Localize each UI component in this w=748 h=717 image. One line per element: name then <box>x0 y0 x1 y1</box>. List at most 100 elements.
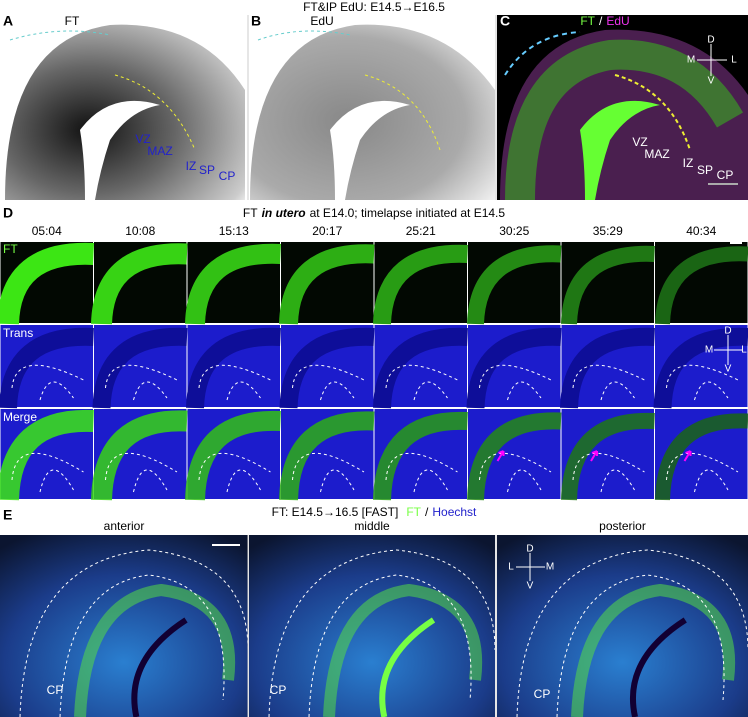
dashed-inner <box>413 381 448 401</box>
time-label: 30:25 <box>499 224 529 238</box>
title-part: FT <box>580 14 595 28</box>
section-label: middle <box>354 519 390 533</box>
dashed-outline <box>479 452 552 481</box>
dashed-inner <box>694 469 729 493</box>
cortex-inner <box>59 574 225 717</box>
time-label: 20:17 <box>312 224 342 238</box>
panel-title: FT in utero at E14.0; timelapse initiated … <box>243 206 505 220</box>
dashed-inner <box>39 381 74 401</box>
time-label: 15:13 <box>219 224 249 238</box>
title-part: / <box>425 505 429 519</box>
panel-label: A <box>3 13 13 29</box>
dashed-outline <box>105 452 178 481</box>
dashed-outline <box>666 364 739 389</box>
cortex <box>466 327 562 409</box>
title-part: / <box>599 14 603 28</box>
arrow <box>496 450 505 462</box>
dashed-outline <box>385 364 458 389</box>
time-label: 35:29 <box>593 224 623 238</box>
dashed-outline <box>198 364 271 389</box>
region-label: CP <box>717 168 734 182</box>
region-label: IZ <box>186 159 197 173</box>
title-part: FT <box>406 505 421 519</box>
dashed-inner <box>133 469 168 493</box>
region-label: CP <box>47 683 64 697</box>
panel-title: EdU <box>310 14 333 28</box>
cortex <box>186 327 281 409</box>
orientation: V <box>708 76 715 87</box>
dashed-inner <box>39 469 74 493</box>
region-label: SP <box>697 163 713 177</box>
region-label: MAZ <box>147 144 172 158</box>
dashed-inner <box>133 381 168 401</box>
panel-label: D <box>3 205 13 221</box>
region-label: CP <box>270 683 287 697</box>
orientation: D <box>724 326 731 337</box>
orientation: D <box>707 35 714 46</box>
dashed-inner <box>226 381 261 401</box>
section-bg <box>249 535 495 717</box>
title-part: EdU <box>606 14 629 28</box>
dashed-inner <box>413 469 448 493</box>
time-label: 05:04 <box>32 224 62 238</box>
region-label: MAZ <box>644 147 669 161</box>
panel-b-image <box>250 24 495 200</box>
dashed-outline <box>572 364 645 389</box>
panel-title: FT <box>65 14 80 28</box>
cortex <box>0 327 94 409</box>
dashed-outline <box>11 452 84 481</box>
dashed-outline <box>105 364 178 389</box>
ft-band <box>0 409 95 501</box>
title-part: FT <box>243 206 258 220</box>
dashed-outline <box>479 364 552 389</box>
region-label: VZ <box>135 132 150 146</box>
panel-title: FT / EdU <box>580 14 629 28</box>
ft-band <box>655 246 748 325</box>
dashed-inner <box>694 381 729 401</box>
time-label: 25:21 <box>406 224 436 238</box>
orientation: V <box>725 364 732 375</box>
panel-a-image <box>5 24 245 200</box>
panel-d-images <box>0 242 748 501</box>
ventricle <box>629 617 687 717</box>
section-label: posterior <box>599 519 646 533</box>
arrow <box>683 450 692 462</box>
ft-band <box>373 244 468 325</box>
orientation: M <box>546 562 554 573</box>
ft-band <box>0 242 95 325</box>
green-band <box>323 583 483 717</box>
time-label: 10:08 <box>125 224 155 238</box>
ventricle <box>379 617 436 717</box>
dashed-outline <box>292 452 365 481</box>
cortex-outer <box>268 549 496 717</box>
arrow <box>590 450 598 462</box>
row-label: Trans <box>3 326 33 340</box>
orientation: D <box>526 544 533 555</box>
orientation-cross <box>516 553 545 581</box>
panel-label: E <box>3 507 12 523</box>
title-part: in utero <box>262 206 306 220</box>
orientation: L <box>731 55 737 66</box>
dashed-inner <box>320 381 355 401</box>
ft-band <box>91 410 188 501</box>
ft-band <box>561 412 655 501</box>
dashed-outline <box>198 452 271 481</box>
section-bg <box>0 535 248 717</box>
orientation: M <box>705 345 713 356</box>
dashed-inner <box>600 469 635 493</box>
panel-label: B <box>251 13 261 29</box>
time-label: 40:34 <box>686 224 716 238</box>
orientation: V <box>527 581 534 592</box>
dashed-inner <box>507 469 542 493</box>
orientation-cross <box>714 335 742 365</box>
region-label: VZ <box>632 135 647 149</box>
dashed-outline <box>11 364 84 389</box>
region-label: CP <box>534 687 551 701</box>
orientation: L <box>508 562 514 573</box>
orientation: M <box>687 55 695 66</box>
panel-e-images <box>0 535 748 717</box>
cortex <box>279 327 375 409</box>
section-label: anterior <box>104 519 145 533</box>
figure-title: FT&IP EdU: E14.5→E16.5 <box>303 0 445 14</box>
row-label: Merge <box>3 410 37 424</box>
